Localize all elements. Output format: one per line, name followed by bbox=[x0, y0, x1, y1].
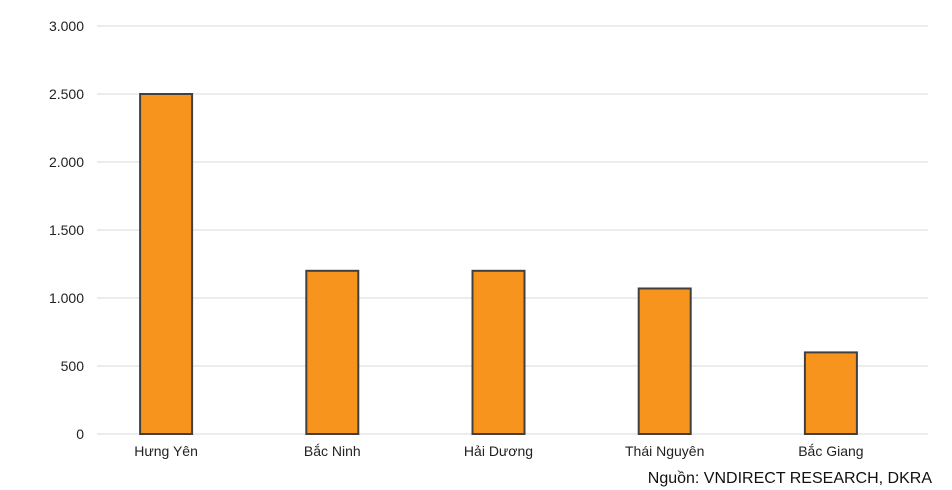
x-tick-label: Hải Dương bbox=[464, 443, 533, 459]
source-note: Nguồn: VNDIRECT RESEARCH, DKRA bbox=[647, 470, 932, 487]
bar bbox=[803, 351, 858, 435]
y-tick-label: 1.000 bbox=[49, 290, 84, 306]
y-tick-label: 0 bbox=[76, 426, 84, 442]
x-tick-label: Bắc Giang bbox=[798, 443, 863, 459]
y-tick-label: 500 bbox=[61, 358, 85, 374]
y-tick-label: 2.500 bbox=[49, 86, 84, 102]
bar bbox=[471, 269, 526, 435]
x-tick-label: Bắc Ninh bbox=[304, 443, 361, 459]
x-tick-label: Hưng Yên bbox=[134, 443, 198, 459]
y-tick-label: 1.500 bbox=[49, 222, 84, 238]
y-tick-label: 2.000 bbox=[49, 154, 84, 170]
bar bbox=[305, 269, 360, 435]
bar-chart: 0 500 1.000 1.500 2.000 2.500 3.000 Hưng Yên Bắc… bbox=[49, 18, 928, 459]
bar bbox=[139, 93, 194, 435]
x-tick-label: Thái Nguyên bbox=[625, 443, 704, 459]
y-tick-label: 3.000 bbox=[49, 18, 84, 34]
bar bbox=[637, 287, 692, 436]
